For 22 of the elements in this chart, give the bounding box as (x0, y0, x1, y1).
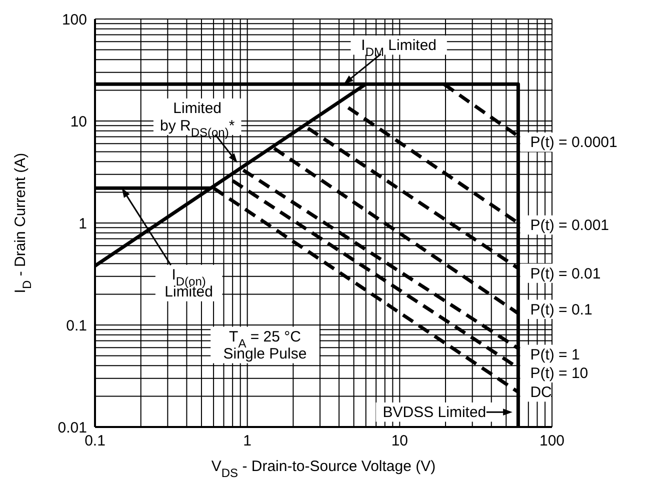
series-label: P(t) = 0.1 (530, 300, 592, 318)
annotation: T$_{A}$ = 25 °C Single Pulse (223, 328, 307, 362)
series-label: DC (530, 384, 552, 401)
annotation: I$_{D(on)}$ Limited (164, 266, 214, 300)
annotation: BVDSS Limited (382, 404, 486, 421)
x-axis-title: V$_{DS}$ - Drain-to-Source Voltage (V) (211, 458, 436, 480)
annotation: Limited by R$_{DS(on)}$* (160, 100, 235, 140)
series-label: P(t) = 0.001 (530, 216, 609, 234)
x-tick-label: 0.1 (84, 432, 106, 450)
series-label: P(t) = 1 (530, 346, 580, 363)
y-tick-label: 0.01 (58, 419, 87, 436)
series-label: P(t) = 0.0001 (530, 134, 618, 151)
y-tick-label: 1 (78, 215, 87, 232)
y-tick-label: 10 (70, 113, 87, 130)
y-tick-label: 100 (62, 11, 87, 28)
series-label: P(t) = 10 (530, 364, 588, 382)
x-tick-label: 10 (391, 432, 408, 450)
x-tick-label: 1 (243, 432, 252, 450)
x-tick-label: 100 (539, 432, 565, 450)
annotation: I$_{DM}$ Limited (361, 36, 437, 60)
series-label: P(t) = 0.01 (530, 264, 601, 282)
y-tick-label: 0.1 (66, 317, 87, 334)
